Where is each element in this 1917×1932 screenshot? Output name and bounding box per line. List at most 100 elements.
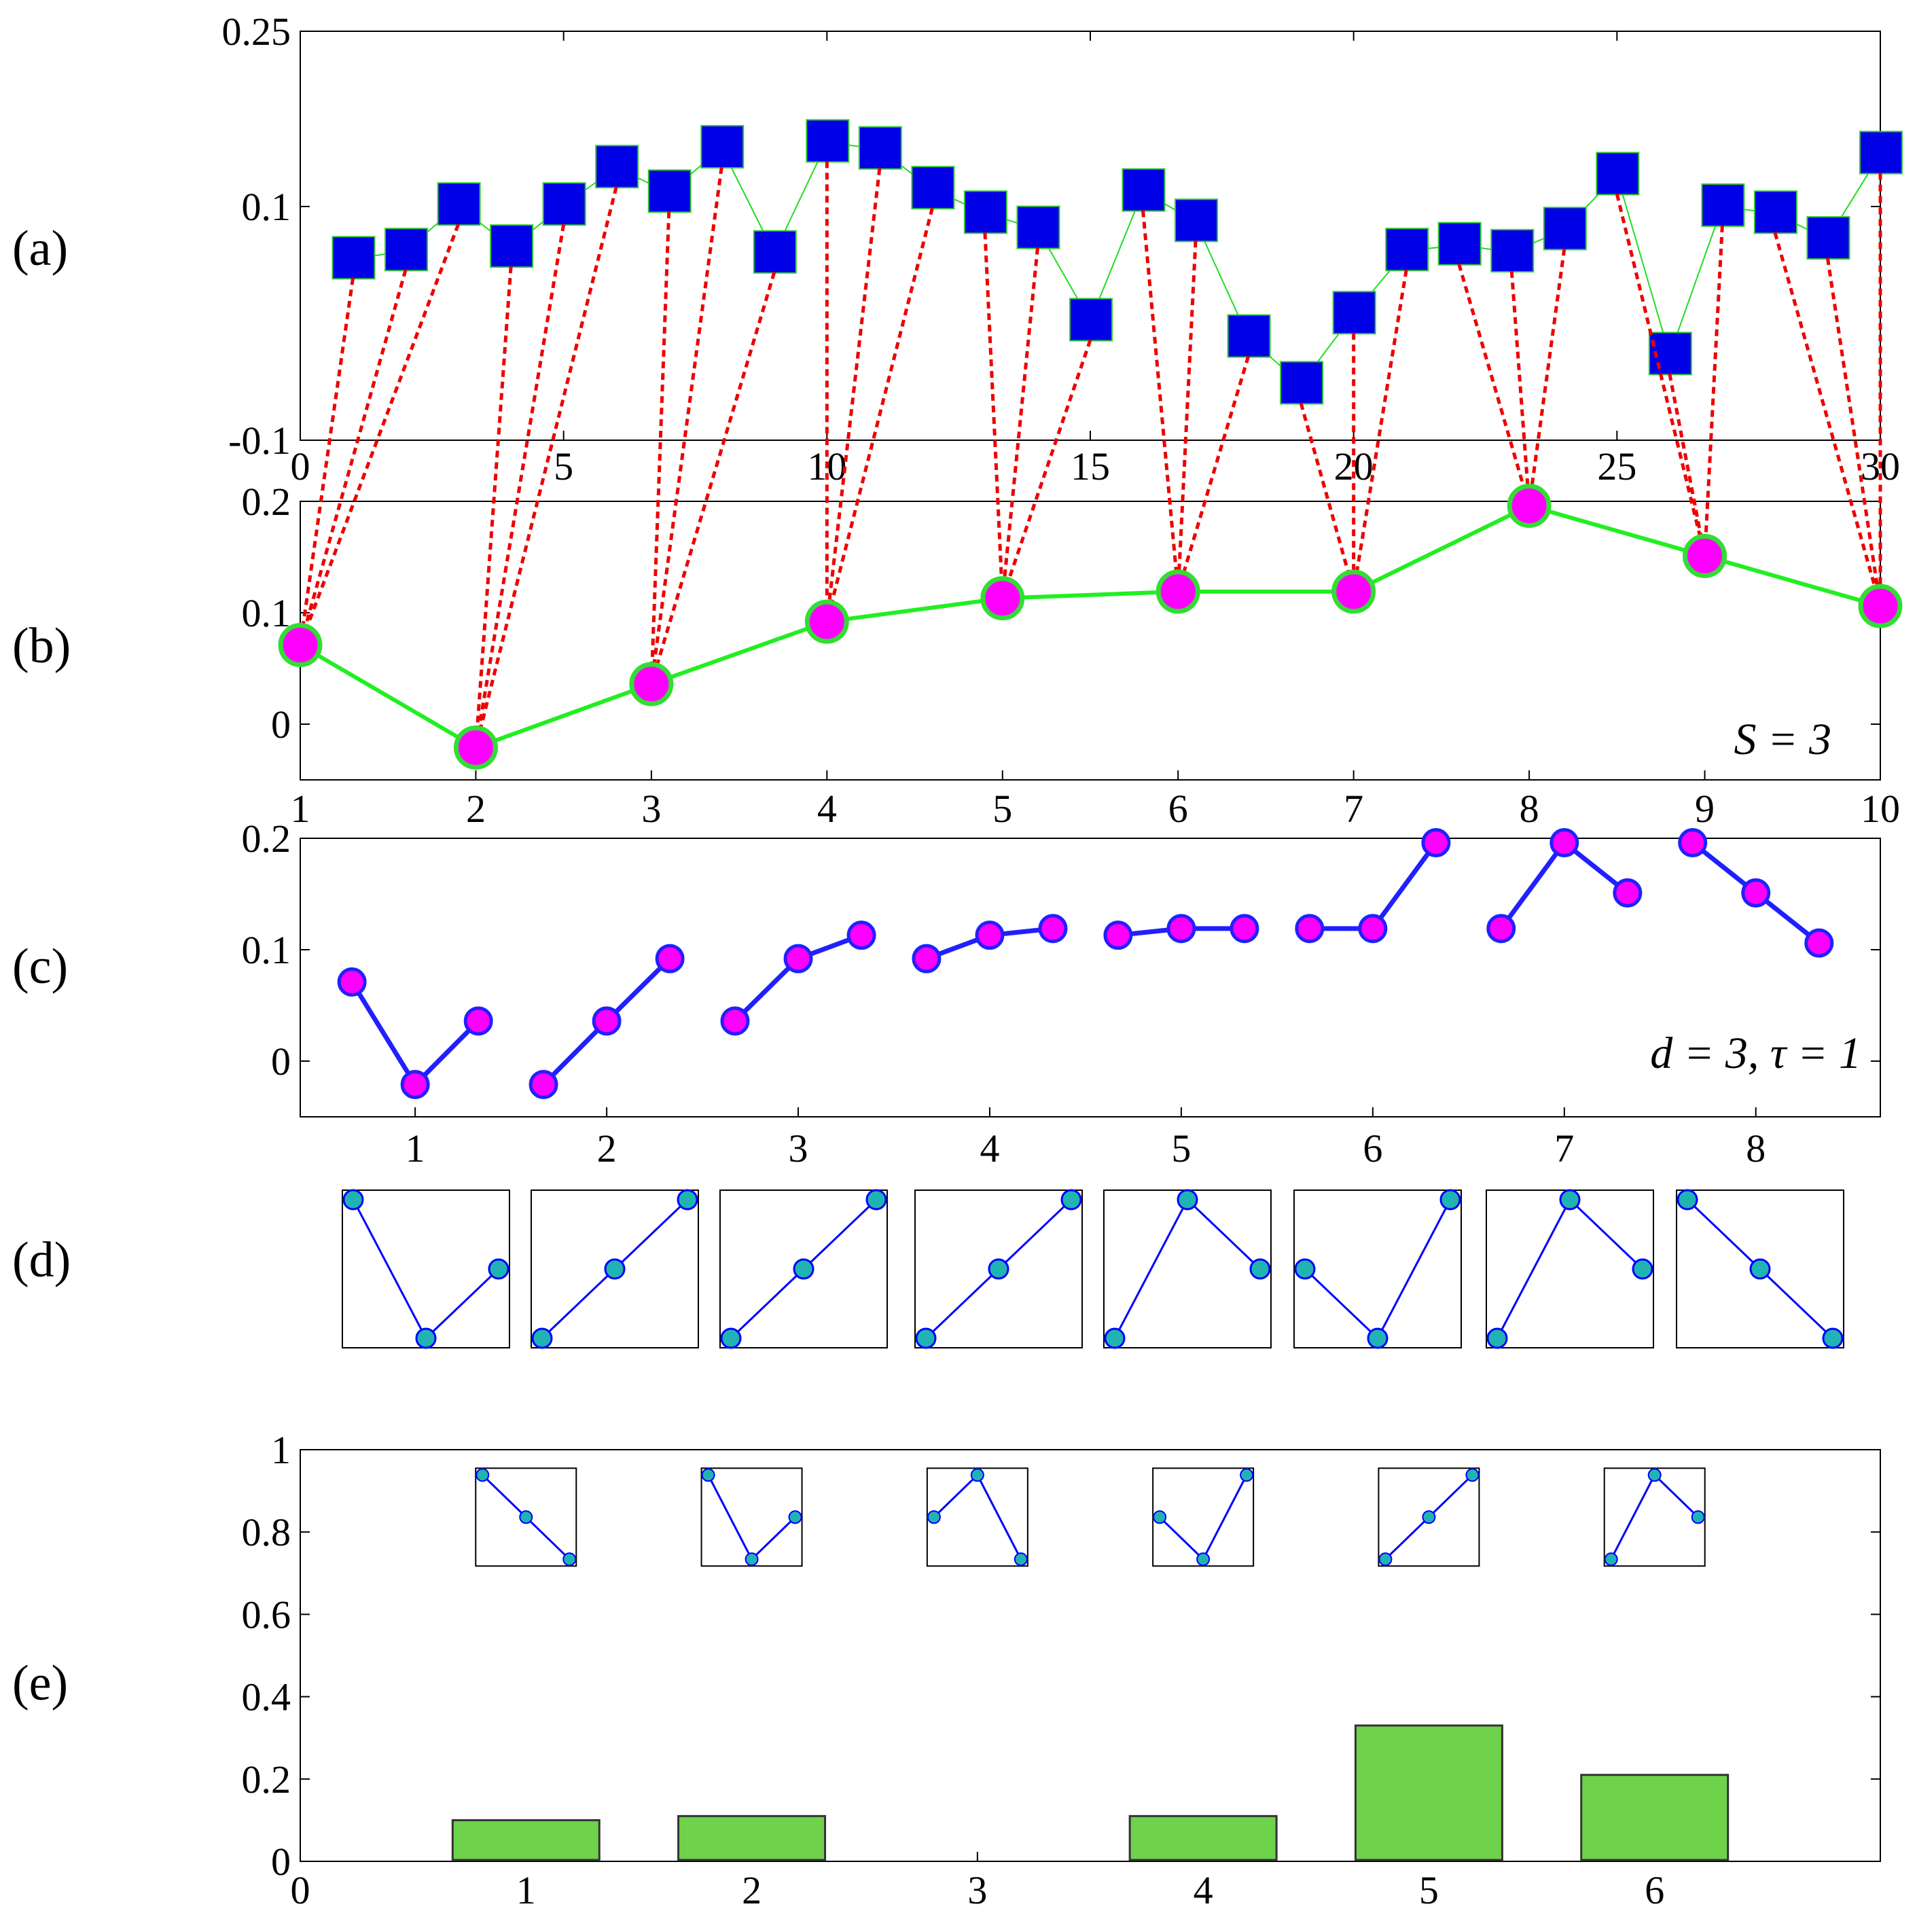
panel-a-square-marker: [1490, 229, 1535, 273]
panel-label-a: (a): [12, 221, 68, 276]
panel-b-xtick-label: 10: [1861, 787, 1900, 831]
panel-d-pattern-dot: [1486, 1327, 1508, 1349]
panel-a-ytick-label: 0.25: [222, 10, 291, 54]
panel-a-ytick-label: -0.1: [228, 418, 291, 463]
panel-a-square-marker: [1437, 221, 1482, 266]
panel-c-xtick-label: 5: [1171, 1126, 1191, 1170]
link-line: [825, 168, 882, 622]
link-line: [473, 223, 566, 748]
panel-b-dot-marker: [1507, 484, 1552, 529]
panel-b-ytick-label: 0.1: [242, 591, 291, 635]
panel-c-vector-dot: [1166, 914, 1196, 944]
panel-c-xtick-label: 6: [1363, 1126, 1382, 1170]
panel-e-xtick-label: 4: [1194, 1868, 1213, 1912]
panel-b-dot-marker: [278, 623, 323, 668]
panel-c-vector-dot: [1486, 914, 1516, 944]
panel-b-xtick-label: 9: [1695, 787, 1715, 831]
panel-d-ordinal-patterns: [342, 1189, 1844, 1349]
panel-d-pattern-dot: [677, 1189, 698, 1211]
panel-a-square-marker: [1701, 183, 1745, 227]
link-line: [1001, 247, 1039, 598]
panel-c-vector-dot: [655, 944, 685, 973]
panel-b-xtick-label: 1: [291, 787, 310, 831]
panel-e-xtick-label: 3: [967, 1868, 987, 1912]
panel-e-inset-dot: [701, 1468, 715, 1482]
panel-d-pattern-box: [531, 1189, 699, 1348]
panel-d-pattern-dot: [415, 1327, 437, 1349]
panel-d-pattern-dot: [488, 1258, 509, 1280]
panel-b-xtick-label: 6: [1168, 787, 1188, 831]
panel-c-vector-dot: [1103, 920, 1133, 950]
panel-b-markers: [278, 484, 1903, 770]
panel-a-square-marker: [1543, 207, 1587, 251]
panel-a: 0 5 10 15 20 25 30-0.10.10.25: [222, 10, 1903, 488]
panel-e-inset-dot: [1647, 1468, 1662, 1482]
panel-c-vector-dot: [1230, 914, 1259, 944]
panel-b-annotation: S = 3: [1734, 715, 1831, 764]
panel-c-vector-dot: [337, 967, 367, 997]
panel-e-inset-dot: [1422, 1510, 1436, 1524]
panel-d-pattern-box: [719, 1189, 888, 1348]
panel-e-inset-dot: [1153, 1510, 1167, 1524]
panel-a-xtick-label: 25: [1597, 444, 1636, 488]
link-line: [1299, 402, 1356, 592]
panel-c-vector-dot: [1678, 828, 1708, 858]
panel-e-bar: [1354, 1724, 1503, 1861]
panel-e-inset-dot: [970, 1468, 984, 1482]
panel-e-inset-dot: [1465, 1468, 1480, 1482]
panel-e-inset-dot: [1691, 1510, 1705, 1524]
panel-d-pattern-dot: [604, 1258, 626, 1280]
panel-b-dot-marker: [804, 599, 849, 644]
panel-d-pattern-dot: [531, 1327, 553, 1349]
panel-e-inset-dot: [1240, 1468, 1254, 1482]
panel-label-d: (d): [12, 1232, 71, 1288]
panel-d-pattern-dot: [720, 1327, 742, 1349]
panel-e: 0 1 2 3 4 5 6 0 0.2 0.4 0.6 0.8 1: [242, 1428, 1881, 1912]
panel-e-bar: [1128, 1814, 1278, 1861]
panel-d-pattern-dot: [1749, 1258, 1771, 1280]
panel-c-vector-dot: [1038, 914, 1068, 944]
link-line: [1509, 270, 1531, 506]
panel-d-pattern-dot: [1249, 1258, 1271, 1280]
panel-a-square-marker: [1122, 168, 1166, 212]
panel-e-ytick-label: 0: [271, 1840, 291, 1884]
panel-label-e: (e): [12, 1656, 68, 1711]
panel-e-ytick-label: 1: [271, 1428, 291, 1472]
panel-e-xtick-label: 2: [742, 1868, 762, 1912]
panel-e-ytick-label: 0.4: [242, 1675, 291, 1719]
link-line: [1141, 210, 1180, 592]
panel-d-pattern-dot: [1822, 1327, 1844, 1349]
panel-d-pattern-dot: [1294, 1258, 1316, 1280]
panel-a-square-marker: [753, 230, 797, 274]
panel-e-pattern-insets: [475, 1467, 1706, 1567]
panel-a-square-marker: [490, 224, 534, 268]
panel-a-xtick-label: 15: [1071, 444, 1110, 488]
panel-a-square-marker: [911, 166, 955, 210]
panel-c-vector-dot: [592, 1006, 622, 1036]
panel-a-ytick-label: 0.1: [242, 185, 291, 229]
panel-e-ytick-label: 0.2: [242, 1757, 291, 1802]
panel-a-square-marker: [437, 182, 481, 226]
panel-d-pattern-dot: [1367, 1327, 1389, 1349]
panel-e-inset-box: [1378, 1467, 1480, 1567]
panel-d-pattern-dot: [1677, 1189, 1698, 1211]
panel-e-bar: [451, 1819, 601, 1861]
panel-a-markers: [332, 119, 1903, 405]
panel-a-square-marker: [806, 119, 850, 163]
panel-e-bars: [451, 1724, 1730, 1861]
panel-c-ytick-label: 0.2: [242, 817, 291, 861]
panel-d-pattern-box: [1676, 1189, 1844, 1348]
link-line: [298, 223, 460, 646]
panel-e-ytick-label: 0.6: [242, 1592, 291, 1636]
link-line: [1773, 232, 1882, 607]
panel-e-inset-dot: [1196, 1552, 1211, 1567]
panel-d-pattern-dot: [1632, 1258, 1653, 1280]
panel-b-dot-marker: [629, 662, 674, 706]
link-line: [1703, 225, 1724, 556]
panel-d-pattern-dot: [1559, 1189, 1581, 1211]
panel-e-inset-dot: [745, 1552, 759, 1567]
panel-a-square-marker: [858, 126, 902, 170]
panel-c-annotation: d = 3, τ = 1: [1650, 1028, 1861, 1078]
panel-a-square-marker: [647, 169, 692, 213]
link-line: [1527, 249, 1566, 506]
